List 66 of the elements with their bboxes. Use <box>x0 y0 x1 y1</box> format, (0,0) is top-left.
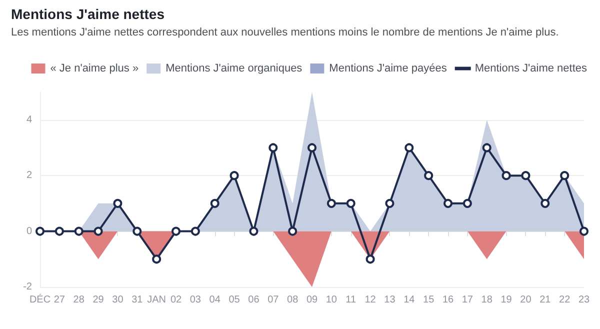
x-tick-label: 27 <box>54 294 66 306</box>
x-tick-label: 09 <box>306 294 318 306</box>
x-tick-label: 11 <box>346 294 356 306</box>
point <box>288 226 298 236</box>
x-tick-label: 18 <box>481 294 493 306</box>
legend-label: Mentions J'aime organiques <box>166 62 303 74</box>
y-tick-label: 2 <box>26 170 32 182</box>
point <box>308 143 316 152</box>
point <box>560 171 570 180</box>
y-tick-label: 4 <box>26 114 32 126</box>
chart-subtitle: Les mentions J'aime nettes correspondent aux nouvelles mentions moins le nombre de mentions Je n'aime plus. <box>11 26 559 38</box>
point <box>540 198 550 208</box>
point <box>502 171 511 180</box>
x-tick-label: 14 <box>404 294 416 306</box>
x-tick-label: 08 <box>287 294 299 306</box>
point <box>404 143 414 152</box>
x-tick-label: 29 <box>92 294 104 306</box>
x-tick-label: 03 <box>190 294 202 306</box>
point <box>424 171 434 180</box>
x-tick-label: 13 <box>384 294 396 306</box>
x-tick-label: DÉC <box>29 294 51 306</box>
chart-title: Mentions J'aime nettes <box>11 6 165 22</box>
x-tick-label: 16 <box>442 294 454 306</box>
point <box>113 198 122 208</box>
x-tick-label: 22 <box>559 294 571 306</box>
point <box>462 198 472 208</box>
x-tick-label: 31 <box>132 294 144 306</box>
x-tick-label: 04 <box>209 294 221 306</box>
x-tick-label: 28 <box>73 294 85 306</box>
x-tick-label: 05 <box>228 294 240 306</box>
x-tick-label: JAN <box>147 294 166 306</box>
point <box>54 226 64 236</box>
legend-label: Mentions J'aime payées <box>329 62 448 74</box>
point <box>346 198 356 208</box>
x-tick-label: 19 <box>500 294 512 306</box>
point <box>132 226 142 236</box>
y-tick-label: 0 <box>26 226 32 237</box>
x-tick-label: 17 <box>462 294 474 306</box>
point <box>210 198 220 208</box>
x-tick-label: 15 <box>423 294 435 306</box>
point <box>326 198 336 208</box>
point <box>268 143 278 152</box>
point <box>172 226 180 236</box>
legend-label: Mentions J'aime nettes <box>474 62 588 74</box>
point <box>190 226 200 236</box>
point <box>366 254 375 264</box>
point <box>521 171 530 180</box>
x-tick-label: 30 <box>112 294 124 306</box>
y-tick-label: -2 <box>23 282 32 292</box>
point <box>482 143 492 152</box>
x-tick-label: 02 <box>170 294 182 306</box>
x-tick-label: 21 <box>540 294 552 306</box>
x-tick-label: 23 <box>578 294 590 306</box>
legend-label: « Je n'aime plus » <box>50 62 139 74</box>
x-tick-label: 12 <box>364 294 376 306</box>
x-tick-label: 10 <box>326 294 338 306</box>
x-tick-label: 07 <box>268 294 280 306</box>
point <box>385 198 394 208</box>
point <box>152 254 162 264</box>
point <box>444 198 452 208</box>
point <box>249 226 258 236</box>
point <box>94 226 103 236</box>
point <box>230 171 239 180</box>
point <box>74 226 84 236</box>
x-tick-label: 06 <box>248 294 260 306</box>
x-tick-label: 20 <box>520 294 532 306</box>
